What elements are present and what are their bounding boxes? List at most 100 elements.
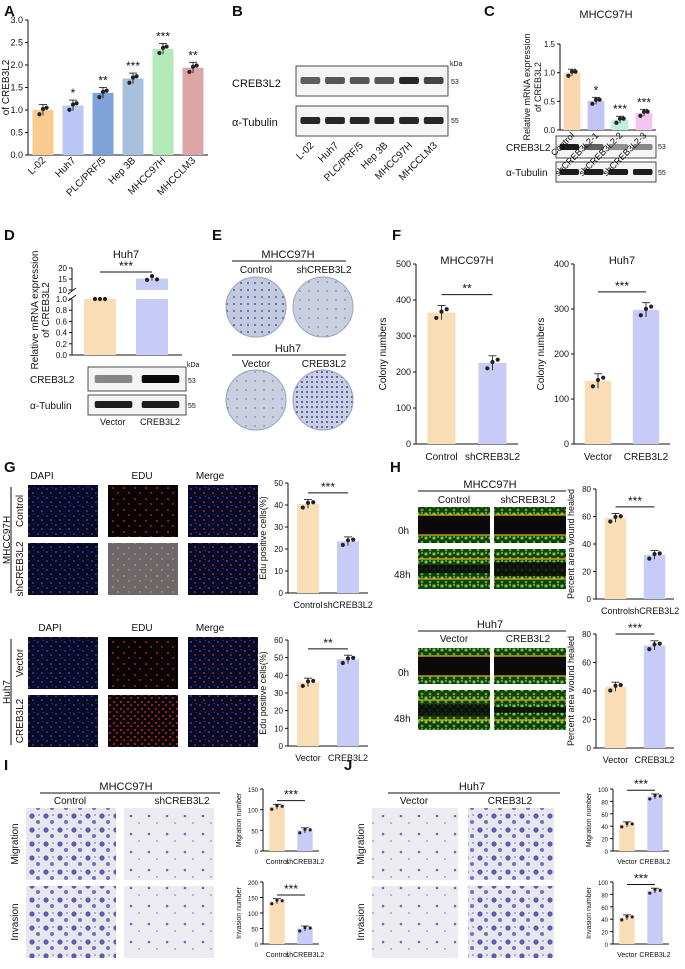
data-point <box>345 538 351 543</box>
h-top-col-shcreb3l2: shCREB3L2 <box>500 495 555 506</box>
data-point <box>74 101 79 106</box>
blot-band-creb3l2 <box>94 375 133 383</box>
y-tick-label: 0.5 <box>10 128 23 138</box>
g-image-sh-dapi <box>28 543 98 595</box>
blot-d-lane-vector: Vector <box>100 417 126 427</box>
data-point <box>638 313 643 318</box>
y-tick-label: 0.2 <box>56 340 68 349</box>
y-axis-label: Invasion number <box>236 886 243 938</box>
blot-panel-d: CREB3L2 α-Tubulin kDa 53 55 Vector CREB3… <box>30 362 200 427</box>
data-point <box>608 519 613 524</box>
y-tick-label: 0 <box>255 943 259 949</box>
blot-band-creb3l2 <box>374 77 395 84</box>
blot-band-creb3l2 <box>325 77 345 84</box>
data-point <box>280 899 284 903</box>
chart-a: 0.0 0.5 1.0 1.5 2.0 2.5 3.0 Relative mRNA expre… <box>0 15 208 199</box>
i-image-control-invasion <box>26 886 116 958</box>
bar <box>604 686 627 748</box>
x-tick-label: CREB3L2 <box>639 859 670 866</box>
panel-letter-d: D <box>4 227 15 244</box>
transwell-panel-j: Huh7 Vector CREB3L2 Migration Invasion <box>356 781 560 958</box>
data-point <box>652 551 657 557</box>
i-image-control-migration <box>26 808 116 880</box>
data-point <box>303 827 307 831</box>
data-point <box>300 683 305 689</box>
data-point <box>311 678 316 683</box>
y-axis-label: Percent area wound healed <box>566 489 576 599</box>
h-bottom-col-vector: Vector <box>440 634 469 645</box>
significance-mark: *** <box>628 494 642 508</box>
blot-panel-c: CREB3L2 α-Tubulin 53 55 <box>506 135 666 183</box>
y-tick-label: 20 <box>601 931 608 937</box>
colony-plate-shcreb3l2 <box>292 276 354 338</box>
chart-subtitle: Huh7 <box>609 255 635 267</box>
data-point <box>590 384 595 389</box>
bar <box>84 299 116 355</box>
transwell-panel-i: MHCC97H Control shCREB3L2 Migration Inva… <box>10 781 220 958</box>
significance-mark: *** <box>637 95 651 109</box>
y-axis-label: Edu positive cells(%) <box>258 496 268 580</box>
bar <box>337 541 359 593</box>
data-point <box>645 109 650 114</box>
colony-plate-creb3l2 <box>292 369 354 431</box>
y-tick-label: 3.0 <box>10 15 23 25</box>
j-image-creb-invasion <box>468 886 554 958</box>
y-tick-label: 0.4 <box>56 329 68 338</box>
g-image-control-merge <box>188 485 258 537</box>
y-tick-label: 0.8 <box>56 306 68 315</box>
data-point <box>351 655 356 660</box>
data-point <box>648 797 652 801</box>
panel-letter-a: A <box>4 3 15 20</box>
y-tick-label: 0.0 <box>56 351 68 360</box>
panel-letter-j: J <box>344 757 352 774</box>
y-axis-label-line2: of CREB3L2 <box>1 59 12 115</box>
data-point <box>590 101 595 106</box>
bar <box>297 682 319 746</box>
y-axis-label: Migration number <box>236 792 243 847</box>
blot-b-tubulin-label: α-Tubulin <box>232 117 278 129</box>
blot-band-creb3l2 <box>632 144 653 150</box>
bar <box>643 645 666 748</box>
significance-mark: *** <box>634 871 648 885</box>
x-tick-label: Control <box>266 859 289 866</box>
blot-c-creb-label: CREB3L2 <box>506 143 551 154</box>
data-point <box>485 366 490 371</box>
y-tick-label: 0 <box>605 850 609 856</box>
e-top-title: MHCC97H <box>261 249 314 261</box>
y-tick-label: 80 <box>601 893 608 899</box>
g-image-sh-merge <box>188 543 258 595</box>
i-row-migration: Migration <box>10 823 21 864</box>
bar <box>478 363 507 444</box>
significance-mark: *** <box>284 788 298 802</box>
blot-b-kda: kDa <box>450 61 463 68</box>
wound-gap <box>494 656 566 676</box>
panel-letter-i: I <box>4 757 8 774</box>
wound-gap <box>418 515 490 535</box>
y-tick-label: 40 <box>582 687 591 696</box>
g-top-cell-label: MHCC97H <box>2 516 13 564</box>
x-tick-label: Vector <box>603 755 629 765</box>
panel-letter-c: C <box>484 3 495 20</box>
data-point <box>308 828 312 832</box>
blot-band-tubulin <box>374 117 395 124</box>
x-tick-label: Vector <box>295 753 321 763</box>
e-bottom-label-vector: Vector <box>242 359 271 370</box>
g-bottom-channel-merge: Merge <box>196 623 225 634</box>
chart-h1: 0 20 40 60 80 Percent area wound healed Contro… <box>566 485 679 616</box>
bar <box>619 917 635 944</box>
significance-mark: *** <box>284 882 298 896</box>
h-top-time-48h: 48h <box>394 570 411 581</box>
y-axis-label: Invasion number <box>586 886 593 938</box>
bar <box>604 517 627 599</box>
blot-band-tubulin <box>583 169 604 175</box>
i-image-sh-invasion <box>124 886 214 958</box>
x-tick-label: L-02 <box>26 155 48 177</box>
data-point <box>187 69 192 75</box>
data-point <box>658 794 662 798</box>
data-point <box>102 296 108 302</box>
x-tick-label: shCREB3L2 <box>630 606 680 616</box>
chart-d: 10 15 20 0.0 0.2 0.4 0.6 0.8 1.0 Huh7 Relative mRN… <box>30 249 182 369</box>
data-point <box>608 688 613 693</box>
y-tick-label: 300 <box>396 331 411 341</box>
edu-panel-g: DAPI EDU Merge MHCC97H Control shCREB3L2… <box>2 471 258 747</box>
